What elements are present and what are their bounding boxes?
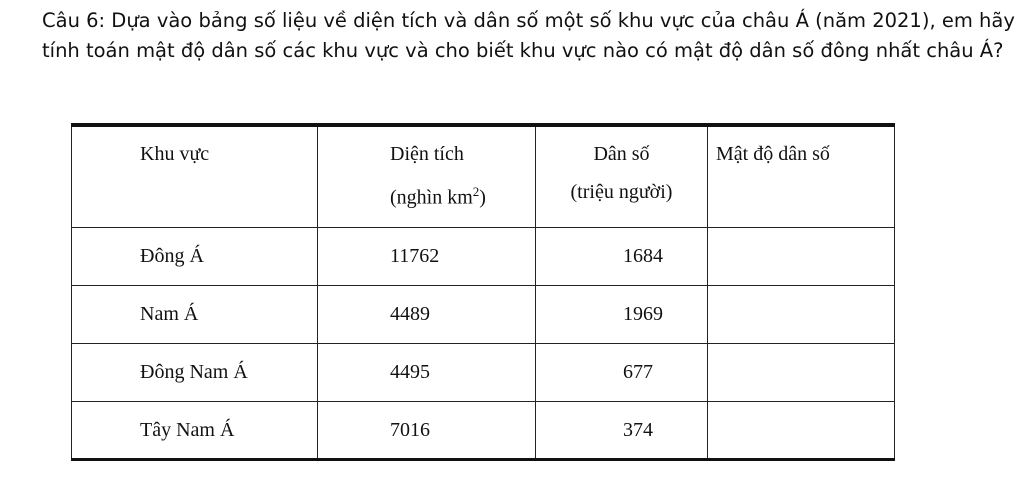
cell-population: 1684 [535,227,708,286]
cell-region: Tây Nam Á [71,401,318,460]
cell-region: Đông Á [71,227,318,286]
table-row: Đông Á 11762 1684 [71,227,895,286]
cell-density[interactable] [707,401,895,460]
header-density-label: Mật độ dân số [716,143,830,165]
cell-density[interactable] [707,285,895,344]
question-text: Câu 6: Dựa vào bảng số liệu về diện tích… [42,9,1015,62]
cell-area: 4489 [317,285,536,344]
table-row: Nam Á 4489 1969 [71,285,895,344]
header-area: Diện tích (nghìn km2) [317,124,536,228]
cell-area: 11762 [317,227,536,286]
header-population-label: Dân số [593,143,650,165]
header-density: Mật độ dân số [707,124,895,228]
cell-region: Đông Nam Á [71,343,318,402]
header-row: Khu vực Diện tích (nghìn km2) Dân số (triệ… [71,124,895,228]
cell-area: 4495 [317,343,536,402]
table-row: Tây Nam Á 7016 374 [71,401,895,460]
header-area-unit-sup: 2 [472,184,480,199]
cell-area: 7016 [317,401,536,460]
header-population: Dân số (triệu người) [535,124,708,228]
header-population-unit: (triệu người) [570,181,673,203]
cell-population: 1969 [535,285,708,344]
cell-density[interactable] [707,343,895,402]
cell-region: Nam Á [71,285,318,344]
header-area-unit: (nghìn km [390,186,473,209]
cell-population: 677 [535,343,708,402]
data-table: Khu vực Diện tích (nghìn km2) Dân số (triệ… [71,123,895,461]
table-row: Đông Nam Á 4495 677 [71,343,895,402]
header-area-label: Diện tích [390,143,464,165]
header-region-label: Khu vực [140,143,210,165]
cell-density[interactable] [707,227,895,286]
header-region: Khu vực [71,124,318,228]
cell-population: 374 [535,401,708,460]
header-area-unit-end: ) [479,186,486,209]
